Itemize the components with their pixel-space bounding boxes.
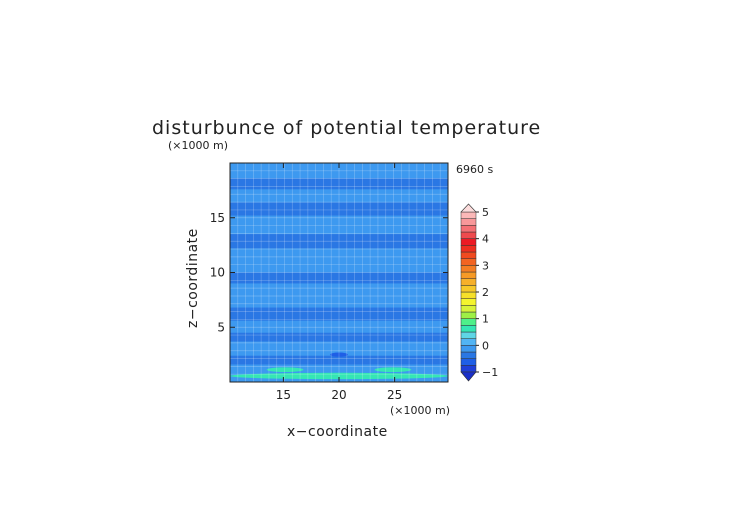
colorbar-tick-label: 5 xyxy=(482,206,489,219)
field-region xyxy=(230,178,448,190)
z-unit-label: (×1000 m) xyxy=(168,139,228,152)
colorbar-segment xyxy=(460,245,477,253)
field-region xyxy=(266,367,304,373)
colorbar-segment xyxy=(460,218,477,226)
colorbar-segment xyxy=(460,225,477,233)
colorbar-segment xyxy=(460,358,477,366)
colorbar-min-arrow xyxy=(460,371,477,382)
colorbar-tick-label: 0 xyxy=(482,339,489,352)
colorbar-segment xyxy=(460,338,477,346)
colorbar-segment xyxy=(460,258,477,266)
x-axis: 15 20 25 xyxy=(276,163,402,402)
colorbar-tick-label: 1 xyxy=(482,313,489,326)
grid xyxy=(230,163,448,382)
y-tick-label: 10 xyxy=(210,266,225,280)
colorbar-tick-label: −1 xyxy=(482,366,498,379)
y-tick-label: 5 xyxy=(217,320,225,334)
colorbar-segment xyxy=(460,331,477,339)
x-tick-label: 20 xyxy=(331,388,346,402)
colorbar-segment xyxy=(460,271,477,279)
field-region xyxy=(230,234,448,249)
field-region xyxy=(230,355,448,365)
y-axis: 5 10 15 xyxy=(210,211,448,334)
x-axis-label: x−coordinate xyxy=(287,424,388,440)
colorbar-segment xyxy=(460,238,477,246)
x-unit-label: (×1000 m) xyxy=(390,404,450,417)
field-region xyxy=(230,307,448,321)
colorbar-tick-label: 4 xyxy=(482,233,489,246)
colorbar-segment xyxy=(460,305,477,313)
field-region xyxy=(330,352,348,357)
chart-title: disturbunce of potential temperature xyxy=(152,117,541,139)
colorbar-segment xyxy=(460,325,477,333)
colorbar-segment xyxy=(460,351,477,359)
x-tick-label: 15 xyxy=(276,388,291,402)
colorbar-segment xyxy=(460,251,477,259)
colorbar-tick-label: 2 xyxy=(482,286,489,299)
colorbar-segment xyxy=(460,298,477,306)
time-label: 6960 s xyxy=(456,163,493,176)
y-axis-label: z−coordinate xyxy=(185,228,201,328)
field-region xyxy=(374,367,412,373)
colorbar-tick-label: 3 xyxy=(482,259,489,272)
y-tick-label: 15 xyxy=(210,211,225,225)
colorbar-segment xyxy=(460,278,477,286)
colorbar-segment xyxy=(460,365,477,373)
colorbar: 5 4 3 2 1 0 −1 xyxy=(460,203,498,382)
colorbar-segment xyxy=(460,318,477,326)
x-tick-label: 25 xyxy=(387,388,402,402)
colorbar-segment xyxy=(460,211,477,219)
field-region xyxy=(230,202,448,216)
colorbar-segment xyxy=(460,231,477,239)
field-region xyxy=(230,332,448,342)
colorbar-segment xyxy=(460,291,477,299)
contour-field xyxy=(230,163,448,382)
field-region xyxy=(230,372,448,380)
colorbar-max-arrow xyxy=(460,203,477,213)
colorbar-segment xyxy=(460,265,477,273)
colorbar-segment xyxy=(460,345,477,353)
colorbar-segment xyxy=(460,311,477,319)
field-region xyxy=(230,272,448,284)
colorbar-segment xyxy=(460,285,477,293)
